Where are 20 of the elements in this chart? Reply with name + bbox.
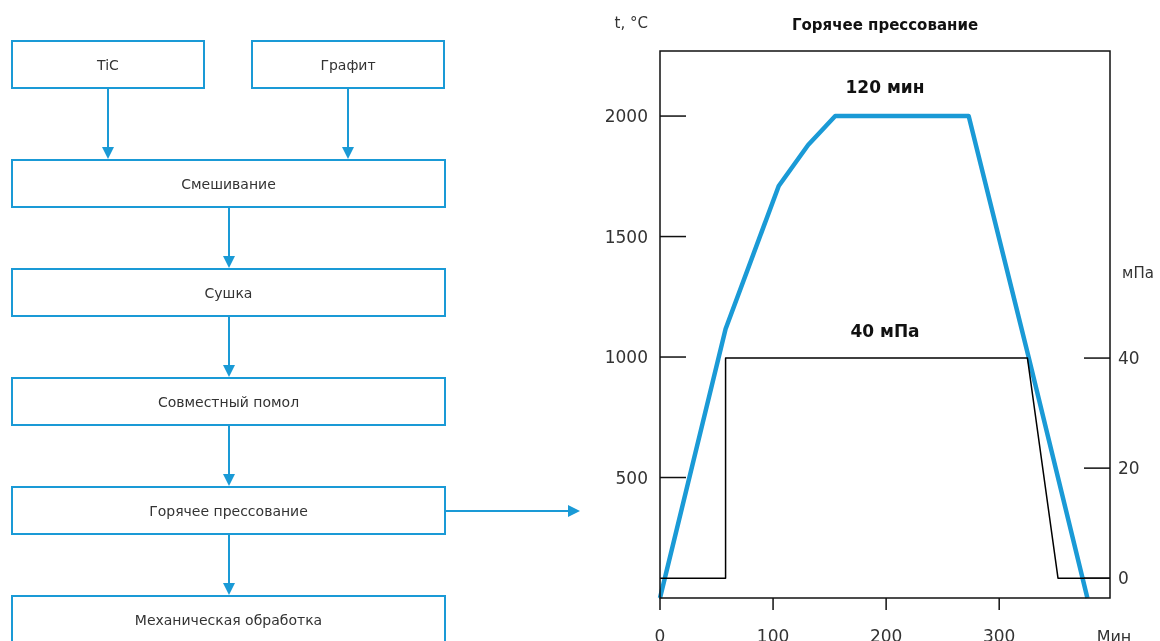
line-series [657, 113, 1090, 601]
text: TiC [96, 56, 120, 73]
text: Механическая обработка [134, 611, 323, 628]
y-tick-label: 1500 [604, 226, 648, 247]
annotation: 40 мПа [850, 321, 920, 341]
annotation: 120 мин [845, 77, 925, 97]
text: Сушка [204, 284, 253, 301]
text: Графит [320, 56, 376, 73]
y2-tick-label: 40 [1118, 348, 1140, 369]
text: Смешивание [181, 175, 276, 192]
y2-tick-label: 0 [1118, 568, 1129, 589]
y-axis-title: t, °C [614, 14, 648, 32]
y2-axis-title: мПа [1122, 264, 1154, 282]
y-tick-label: 2000 [604, 106, 648, 127]
text: Горячее прессование [149, 502, 308, 519]
y2-tick-label: 20 [1118, 458, 1140, 479]
y-tick-label: 500 [615, 467, 648, 488]
chart-title: Горячее прессование [791, 16, 979, 34]
text: Совместный помол [157, 393, 300, 410]
y-tick-label: 1000 [604, 347, 648, 368]
